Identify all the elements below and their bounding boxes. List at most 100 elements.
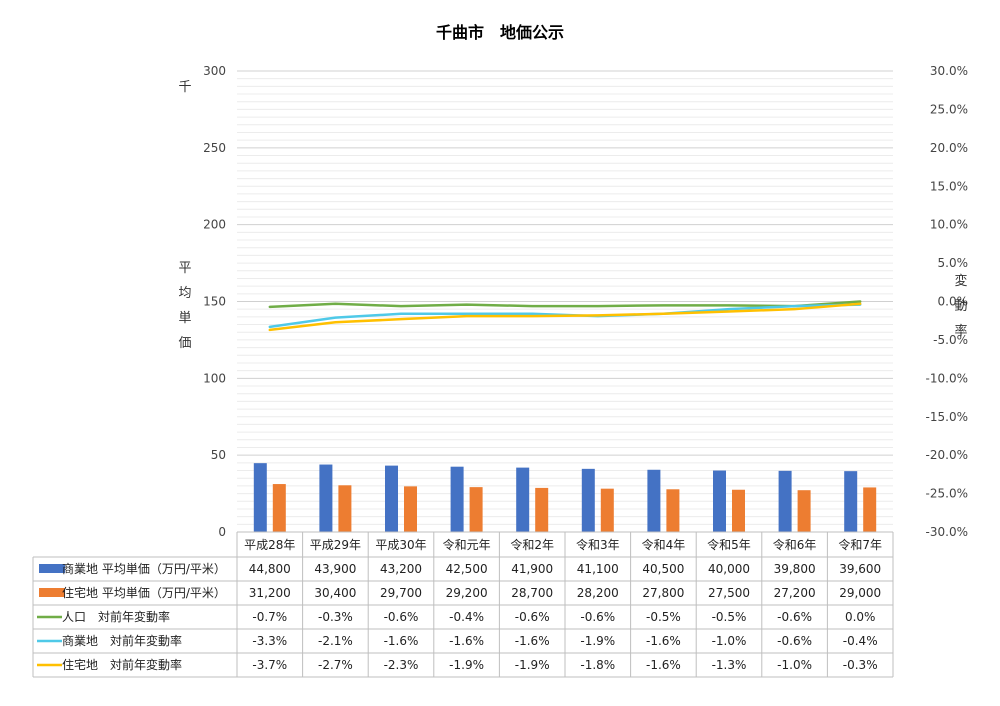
- right-axis: -30.0% -25.0% -20.0% -15.0% -10.0% -5.0% 0.0% 5…: [926, 64, 968, 539]
- data-label: 28,200: [577, 586, 619, 600]
- legend-label: 商業地 対前年変動率: [62, 633, 182, 648]
- data-label: 29,000: [839, 586, 881, 600]
- left-tick-label: 0: [218, 525, 226, 539]
- data-label: -0.7%: [252, 610, 287, 624]
- left-tick-label: 150: [203, 295, 226, 309]
- legend-key-bar: [39, 588, 65, 597]
- right-tick-label: -25.0%: [926, 487, 968, 501]
- left-axis-label-char: 価: [178, 336, 191, 351]
- bar: [647, 469, 661, 532]
- series-line: [268, 302, 862, 332]
- right-tick-label: 20.0%: [930, 141, 968, 155]
- right-axis-label-char: 動: [954, 299, 967, 314]
- data-label: -0.6%: [777, 634, 812, 648]
- data-label: -1.6%: [384, 634, 419, 648]
- data-label: -0.4%: [449, 610, 484, 624]
- data-label: 40,500: [642, 562, 684, 576]
- left-axis-unit: 千: [178, 80, 191, 95]
- category-label: 令和6年: [773, 537, 817, 552]
- data-label: 27,500: [708, 586, 750, 600]
- data-label: -3.3%: [252, 634, 287, 648]
- bar: [732, 489, 745, 532]
- bar: [253, 463, 267, 532]
- data-label: -2.3%: [384, 658, 419, 672]
- bar: [797, 490, 811, 532]
- data-label: -1.3%: [712, 658, 747, 672]
- category-label: 令和3年: [576, 537, 620, 552]
- data-label: 43,200: [380, 562, 422, 576]
- bar: [516, 467, 530, 532]
- data-label: -0.4%: [843, 634, 878, 648]
- data-label: -0.6%: [515, 610, 550, 624]
- bar: [469, 487, 483, 532]
- data-label: -2.7%: [318, 658, 353, 672]
- legend-label: 商業地 平均単価（万円/平米）: [62, 561, 226, 576]
- bar: [581, 468, 595, 532]
- data-label: 39,600: [839, 562, 881, 576]
- data-label: 31,200: [249, 586, 291, 600]
- left-tick-label: 250: [203, 141, 226, 155]
- left-tick-label: 100: [203, 371, 226, 385]
- right-axis-label-char: 変: [954, 273, 967, 289]
- right-tick-label: -15.0%: [926, 410, 968, 424]
- bar: [535, 487, 549, 532]
- category-label: 平成30年: [375, 538, 426, 552]
- data-label: -0.6%: [580, 610, 615, 624]
- data-label: -0.5%: [712, 610, 747, 624]
- bar: [863, 487, 877, 532]
- right-tick-label: 10.0%: [930, 218, 968, 232]
- data-label: -1.0%: [777, 658, 812, 672]
- data-label: 30,400: [314, 586, 356, 600]
- data-label: -0.6%: [384, 610, 419, 624]
- bar: [666, 489, 680, 532]
- data-label: 44,800: [249, 562, 291, 576]
- data-label: 0.0%: [845, 610, 876, 624]
- left-axis-label-char: 単: [178, 310, 191, 326]
- category-label: 令和2年: [510, 537, 554, 552]
- bar: [272, 484, 286, 532]
- line-series: [268, 300, 862, 332]
- data-label: 27,800: [642, 586, 684, 600]
- bar: [338, 485, 352, 532]
- data-label: 39,800: [774, 562, 816, 576]
- right-tick-label: 0.0%: [938, 295, 969, 309]
- left-tick-label: 200: [203, 218, 226, 232]
- category-label: 平成28年: [244, 538, 295, 552]
- data-label: -1.9%: [515, 658, 550, 672]
- data-label: -1.6%: [646, 634, 681, 648]
- data-label: -1.6%: [515, 634, 550, 648]
- left-axis-label-char: 均: [178, 286, 191, 301]
- data-table: 平成28年 平成29年 平成30年 令和元年 令和2年 令和3年 令和4年 令和5年 令和6年 令…: [32, 531, 894, 678]
- category-label: 令和元年: [443, 537, 491, 552]
- right-tick-label: 5.0%: [938, 256, 969, 270]
- right-tick-label: -30.0%: [926, 525, 968, 539]
- bar: [385, 465, 398, 532]
- data-label: -1.9%: [580, 634, 615, 648]
- data-label: -0.5%: [646, 610, 681, 624]
- right-tick-label: -20.0%: [926, 448, 968, 462]
- data-label: -2.1%: [318, 634, 353, 648]
- data-label: 29,200: [446, 586, 488, 600]
- data-label: -1.6%: [646, 658, 681, 672]
- bar: [600, 488, 614, 532]
- bar: [450, 466, 464, 532]
- right-tick-label: 30.0%: [930, 64, 968, 78]
- left-tick-label: 50: [211, 448, 226, 462]
- right-tick-label: 25.0%: [930, 102, 968, 116]
- chart-title: 千曲市 地価公示: [436, 23, 564, 42]
- data-label: 29,700: [380, 586, 422, 600]
- category-label: 令和4年: [642, 537, 686, 552]
- bar: [404, 486, 417, 532]
- series-line: [268, 300, 862, 309]
- right-axis-label-char: 率: [954, 323, 967, 339]
- legend-label: 人口 対前年変動率: [62, 609, 170, 624]
- bar: [713, 470, 726, 532]
- right-tick-label: -10.0%: [926, 371, 968, 385]
- data-label: -1.9%: [449, 658, 484, 672]
- bar: [844, 471, 858, 532]
- right-tick-label: -5.0%: [933, 333, 968, 347]
- category-label: 令和5年: [707, 537, 751, 552]
- data-label: 27,200: [774, 586, 816, 600]
